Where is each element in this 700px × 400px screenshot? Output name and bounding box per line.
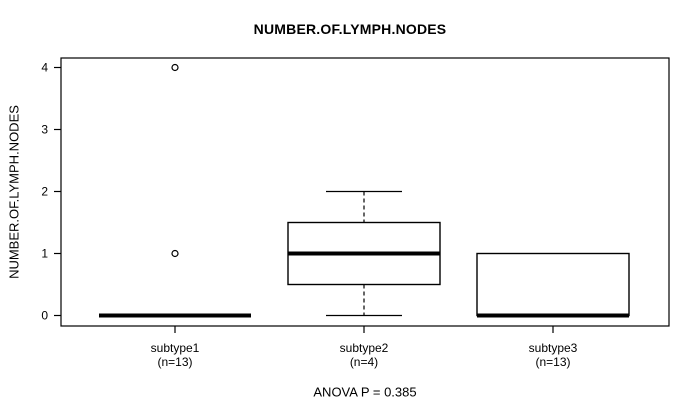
anova-annotation: ANOVA P = 0.385 <box>313 384 417 400</box>
x-category-label: subtype3 <box>529 341 578 355</box>
x-category-label: subtype1 <box>151 341 200 355</box>
y-tick-label: 2 <box>41 185 48 199</box>
x-category-label: subtype2 <box>340 341 389 355</box>
y-tick-label: 3 <box>41 123 48 137</box>
y-tick-label: 1 <box>41 247 48 261</box>
x-category-sublabel: (n=4) <box>350 355 378 369</box>
y-tick-label: 0 <box>41 309 48 323</box>
y-tick-label: 4 <box>41 61 48 75</box>
chart-title: NUMBER.OF.LYMPH.NODES <box>253 21 447 37</box>
x-category-sublabel: (n=13) <box>157 355 192 369</box>
outlier-point <box>171 63 179 72</box>
x-category-sublabel: (n=13) <box>535 355 570 369</box>
iqr-box <box>476 252 630 317</box>
outlier-point <box>171 249 179 258</box>
